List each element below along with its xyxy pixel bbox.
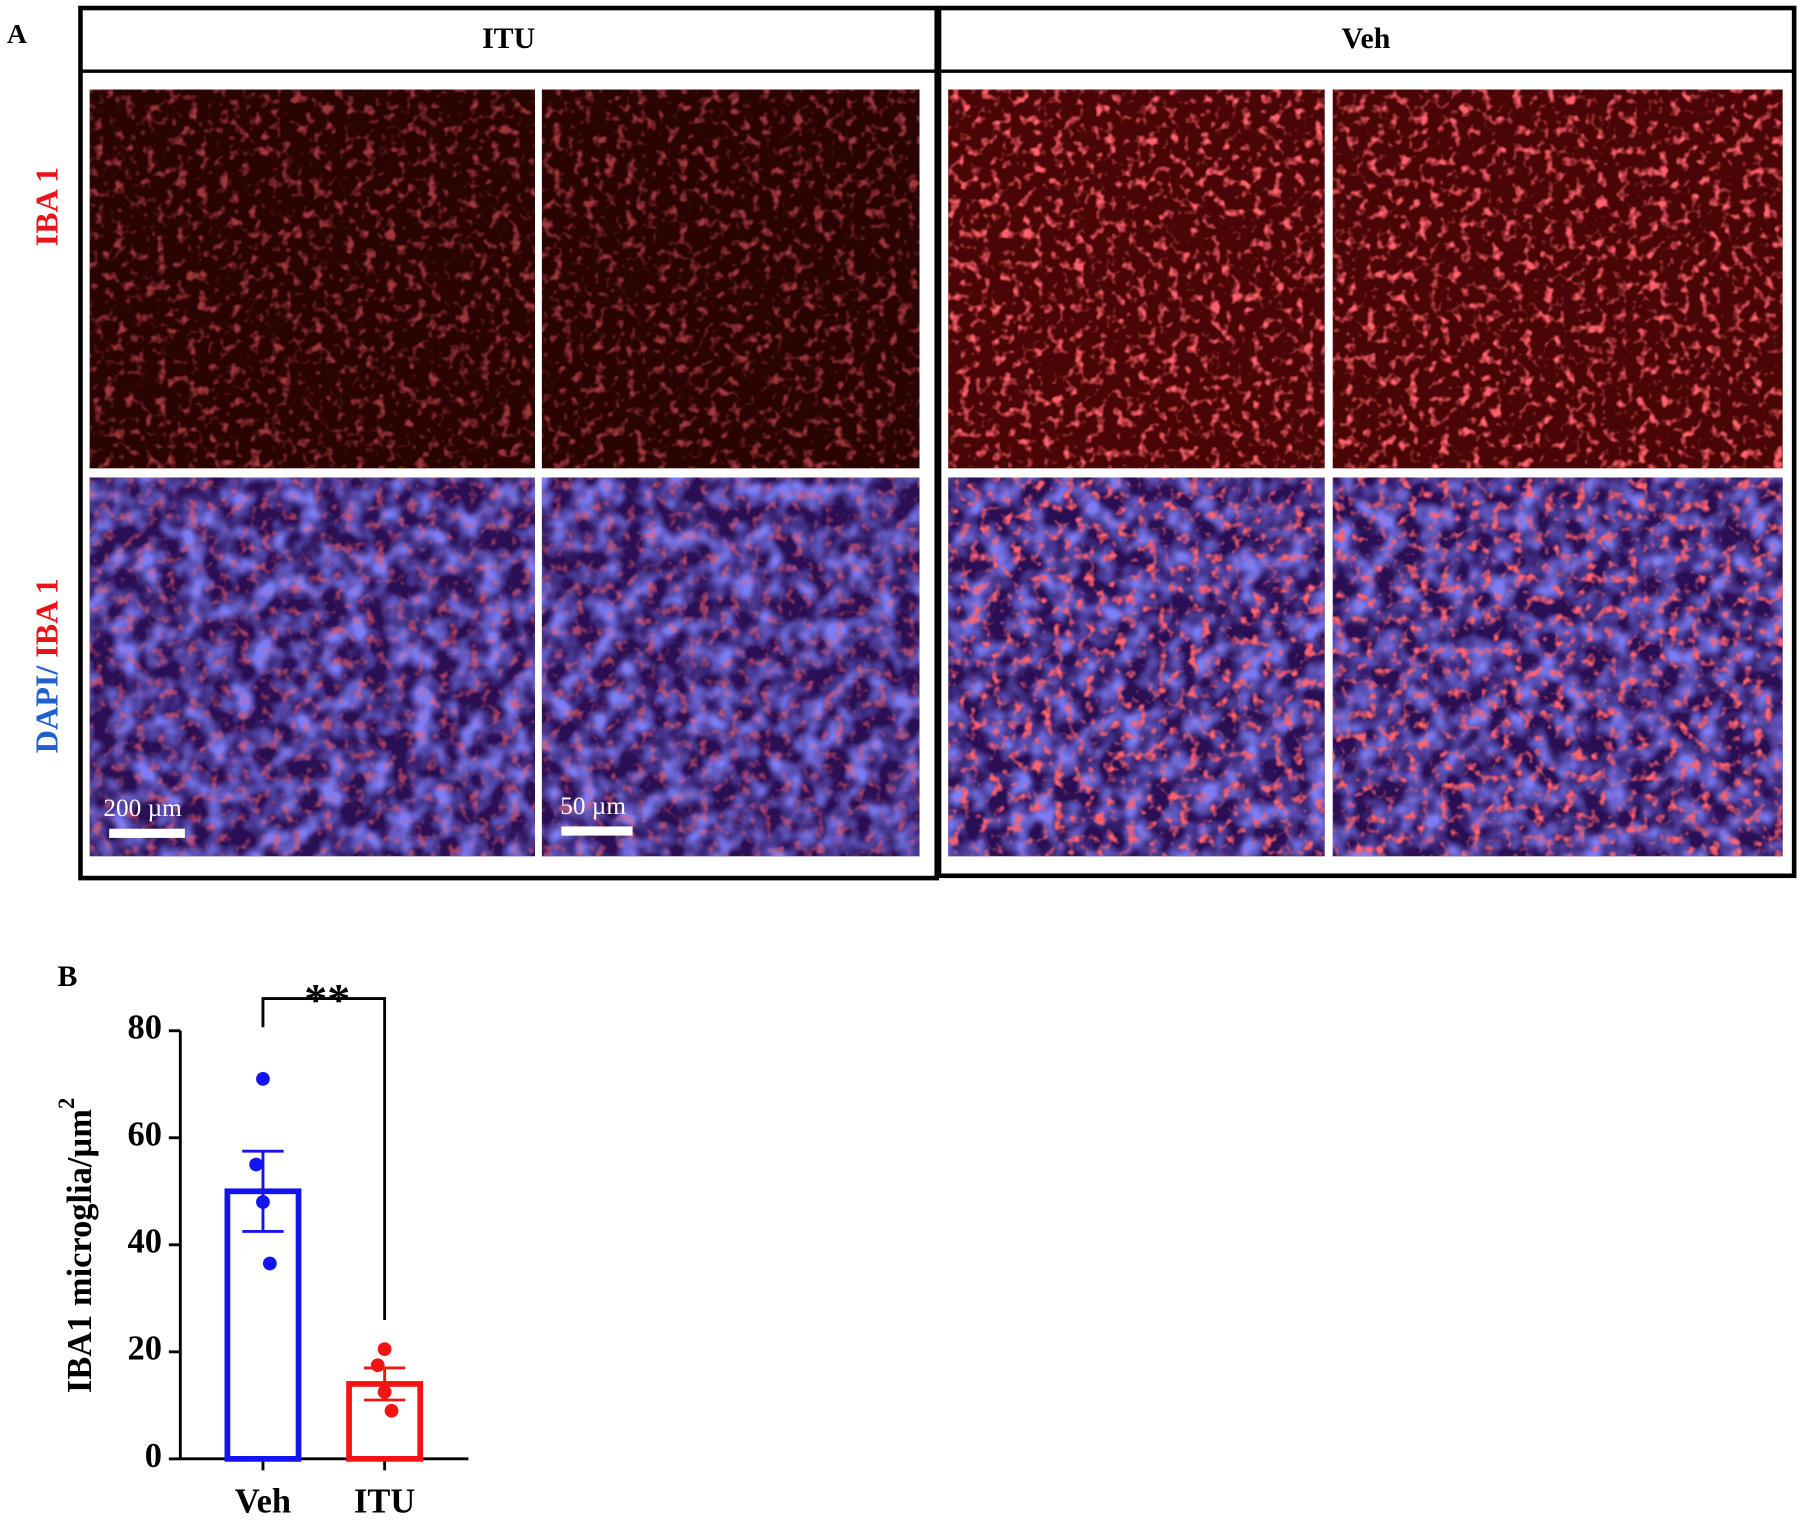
significance-bracket xyxy=(261,997,387,1320)
micrograph-iba1 xyxy=(541,89,920,469)
data-point xyxy=(249,1157,263,1172)
micrograph-iba1 xyxy=(541,477,920,857)
data-point xyxy=(262,1256,277,1271)
scale-bar-label: 200 µm xyxy=(103,794,182,822)
micrograph-iba1 xyxy=(948,477,1325,857)
y-tick-label: 40 xyxy=(128,1223,162,1261)
data-point xyxy=(377,1385,392,1399)
column-header: Veh xyxy=(1342,22,1391,55)
micrograph-iba1 xyxy=(89,89,535,469)
scale-bar-label: 50 µm xyxy=(560,792,626,820)
micrograph-iba1 xyxy=(89,477,535,857)
y-tick-label: 20 xyxy=(128,1330,162,1368)
x-tick-label: Veh xyxy=(235,1483,291,1521)
scale-bar xyxy=(561,826,633,836)
data-point xyxy=(256,1072,270,1086)
group-box xyxy=(936,5,1797,879)
data-point xyxy=(256,1195,270,1209)
data-point xyxy=(370,1358,385,1373)
row-label-part: IBA 1 xyxy=(29,578,65,657)
panel-label: B xyxy=(58,960,78,993)
micrograph-iba1 xyxy=(948,89,1325,469)
y-tick-label: 60 xyxy=(128,1116,162,1154)
row-label: DAPI/ IBA 1 xyxy=(29,578,65,753)
micrograph-iba1 xyxy=(1332,89,1783,469)
row-label-part: DAPI/ xyxy=(29,665,65,754)
row-label-part: IBA 1 xyxy=(29,167,65,246)
column-header: ITU xyxy=(482,22,535,55)
scale-bar xyxy=(109,828,185,838)
y-tick-label: 0 xyxy=(145,1437,162,1475)
y-tick-label: 80 xyxy=(128,1009,162,1047)
micrograph-iba1 xyxy=(1332,477,1783,857)
data-point xyxy=(377,1342,392,1357)
panel-a: A ITU Veh IBA 1 DAPI/ IBA 1 200 µm 50 µm xyxy=(7,5,1797,881)
panel-b: B IBA1 microglia/µm2 ** 0 20 40 60 80 Veh ITU xyxy=(54,960,469,1521)
data-point xyxy=(384,1403,399,1418)
row-label: IBA 1 xyxy=(29,167,65,246)
y-axis-title-text: IBA1 microglia/µm xyxy=(61,1109,99,1393)
x-tick-label: ITU xyxy=(354,1483,415,1521)
panel-label: A xyxy=(7,18,27,49)
y-axis-title: IBA1 microglia/µm2 xyxy=(54,1098,98,1394)
significance-label: ** xyxy=(304,974,350,1025)
y-axis-title-superscript: 2 xyxy=(54,1098,79,1109)
